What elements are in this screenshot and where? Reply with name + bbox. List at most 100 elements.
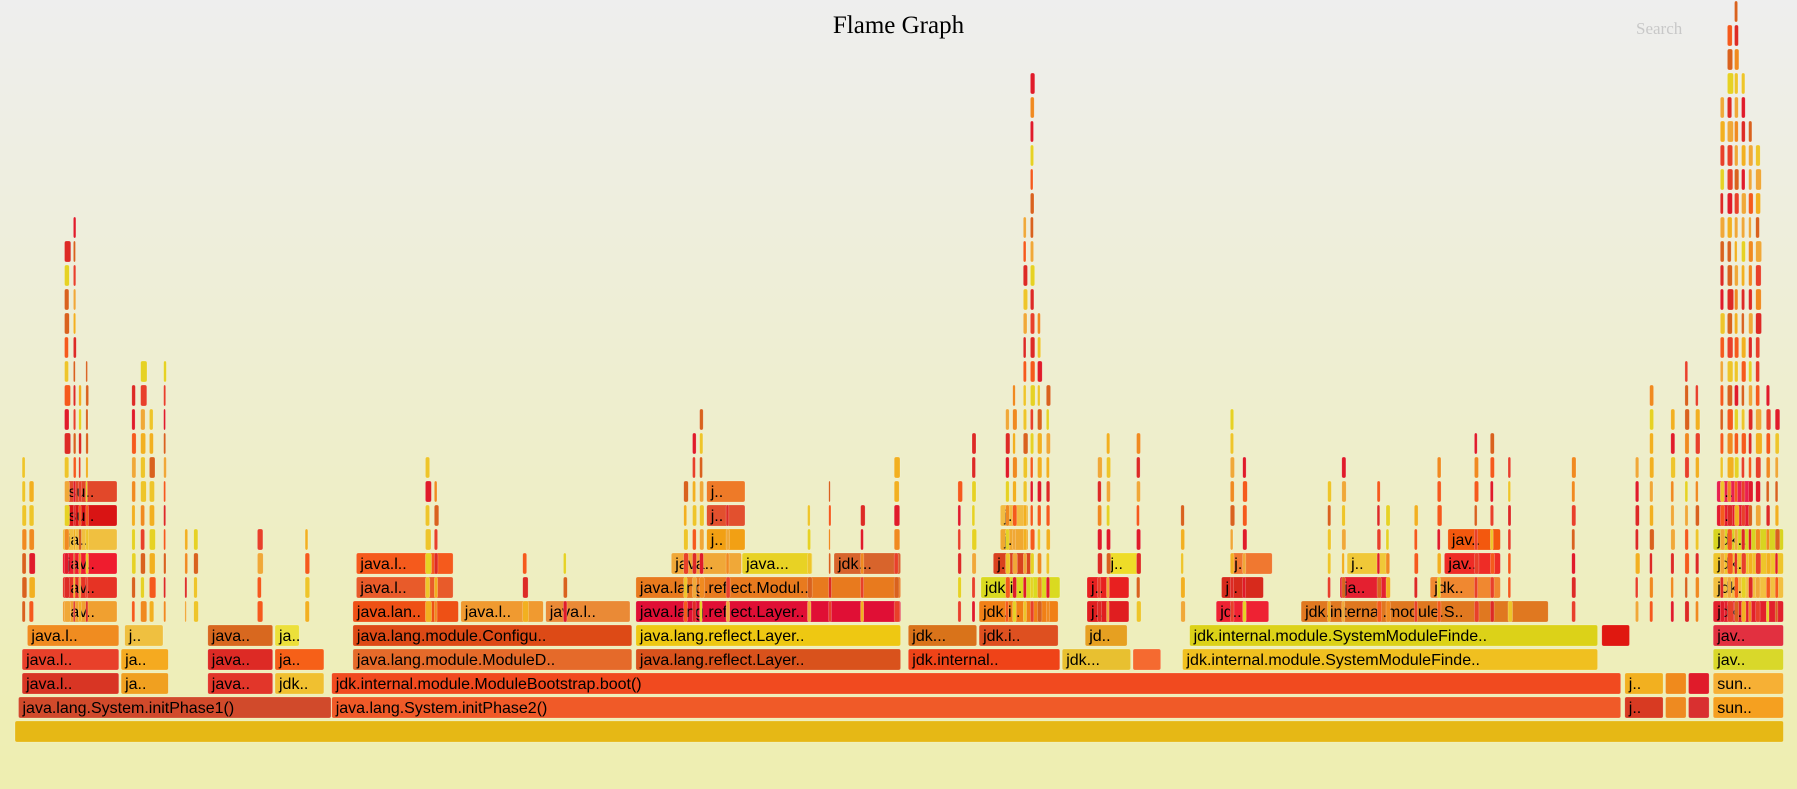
flame-frame-rect[interactable] <box>257 552 264 575</box>
flame-frame-minor[interactable] <box>1695 432 1701 455</box>
flame-frame-rect[interactable] <box>1695 384 1699 407</box>
flame-frame[interactable]: jdk... <box>907 624 977 647</box>
flame-frame-minor[interactable] <box>1136 552 1142 575</box>
flame-frame-rect[interactable] <box>304 552 310 575</box>
flame-frame-minor[interactable] <box>1774 504 1779 527</box>
flame-frame-rect[interactable] <box>1571 600 1576 623</box>
flame-frame-minor[interactable] <box>1734 384 1739 407</box>
flame-frame-minor[interactable] <box>1005 576 1011 599</box>
flame-frame-minor[interactable] <box>1022 432 1029 455</box>
flame-frame-rect[interactable] <box>131 480 136 503</box>
flame-frame-rect[interactable] <box>163 528 166 551</box>
flame-frame-minor[interactable] <box>1649 528 1655 551</box>
flame-frame-minor[interactable] <box>1106 432 1111 455</box>
flame-frame-minor[interactable] <box>85 504 89 527</box>
flame-frame-rect[interactable] <box>85 360 88 383</box>
flame-frame-rect[interactable] <box>274 672 325 695</box>
flame-frame-minor[interactable] <box>1037 456 1043 479</box>
flame-frame-rect[interactable] <box>433 576 438 599</box>
flame-frame-minor[interactable] <box>1022 600 1027 623</box>
flame-frame-rect[interactable] <box>563 552 567 575</box>
flame-frame-rect[interactable] <box>21 648 120 671</box>
flame-frame-rect[interactable] <box>163 480 166 503</box>
flame-frame-minor[interactable] <box>149 600 155 623</box>
flame-frame-rect[interactable] <box>27 624 120 647</box>
flame-frame-rect[interactable] <box>1437 480 1442 503</box>
flame-frame-rect[interactable] <box>1385 600 1391 623</box>
flame-frame-rect[interactable] <box>1635 456 1640 479</box>
flame-frame-minor[interactable] <box>699 432 704 455</box>
flame-frame-minor[interactable] <box>1734 480 1738 503</box>
flame-frame-minor[interactable] <box>1734 528 1739 551</box>
flame-frame-rect[interactable] <box>860 504 866 527</box>
flame-frame-rect[interactable] <box>78 576 82 599</box>
flame-frame-rect[interactable] <box>1341 576 1346 599</box>
flame-frame-minor[interactable] <box>725 600 730 623</box>
flame-frame-rect[interactable] <box>85 528 90 551</box>
flame-frame-rect[interactable] <box>1097 552 1103 575</box>
flame-frame-minor[interactable] <box>1741 384 1745 407</box>
flame-frame-rect[interactable] <box>1022 264 1028 287</box>
flame-frame-rect[interactable] <box>1665 672 1687 695</box>
flame-frame-rect[interactable] <box>1242 576 1246 599</box>
flame-frame-rect[interactable] <box>163 552 167 575</box>
flame-frame-minor[interactable] <box>1720 432 1724 455</box>
flame-frame-minor[interactable] <box>1037 384 1041 407</box>
flame-frame-rect[interactable] <box>957 552 962 575</box>
flame-frame-rect[interactable] <box>140 504 145 527</box>
flame-frame-rect[interactable] <box>1022 576 1027 599</box>
flame-frame-minor[interactable] <box>85 552 89 575</box>
flame-frame-rect[interactable] <box>163 384 167 407</box>
flame-frame-rect[interactable] <box>1741 600 1747 623</box>
flame-frame-minor[interactable] <box>64 240 72 263</box>
flame-frame-rect[interactable] <box>1741 120 1746 143</box>
flame-frame-minor[interactable] <box>140 408 146 431</box>
flame-frame-minor[interactable] <box>522 552 528 575</box>
flame-frame-rect[interactable] <box>1727 144 1733 167</box>
flame-frame-rect[interactable] <box>1230 600 1235 623</box>
flame-frame-minor[interactable] <box>1748 600 1752 623</box>
flame-frame-minor[interactable] <box>163 456 167 479</box>
flame-frame-rect[interactable] <box>1684 432 1690 455</box>
flame-frame-rect[interactable] <box>1741 360 1747 383</box>
flame-frame-rect[interactable] <box>1106 528 1111 551</box>
flame-frame-rect[interactable] <box>1688 696 1710 719</box>
flame-frame[interactable]: jav.. <box>1712 624 1784 647</box>
flame-frame-rect[interactable] <box>1649 576 1654 599</box>
flame-frame-rect[interactable] <box>1490 432 1495 455</box>
flame-frame-minor[interactable] <box>1046 504 1051 527</box>
flame-frame-minor[interactable] <box>1649 552 1653 575</box>
flame-frame-minor[interactable] <box>1022 552 1027 575</box>
flame-frame-minor[interactable] <box>860 504 866 527</box>
flame-frame[interactable]: java.l.. <box>356 576 454 599</box>
flame-frame-minor[interactable] <box>1766 504 1771 527</box>
flame-frame-minor[interactable] <box>21 480 26 503</box>
flame-frame-minor[interactable] <box>131 504 136 527</box>
flame-frame-minor[interactable] <box>64 336 69 359</box>
flame-frame[interactable]: j.. <box>706 480 746 503</box>
flame-frame-rect[interactable] <box>1727 576 1732 599</box>
flame-frame-minor[interactable] <box>1734 600 1739 623</box>
flame-frame-minor[interactable] <box>1720 576 1724 599</box>
flame-frame-minor[interactable] <box>1695 384 1699 407</box>
flame-frame-minor[interactable] <box>1097 600 1102 623</box>
flame-frame-minor[interactable] <box>522 600 529 623</box>
flame-frame-minor[interactable] <box>1046 480 1051 503</box>
flame-frame-rect[interactable] <box>1346 552 1390 575</box>
flame-frame-minor[interactable] <box>304 528 309 551</box>
flame-frame-minor[interactable] <box>1097 576 1102 599</box>
flame-frame-minor[interactable] <box>971 600 976 623</box>
flame-frame-rect[interactable] <box>78 456 81 479</box>
flame-frame-rect[interactable] <box>1720 216 1725 239</box>
flame-frame-minor[interactable] <box>1649 600 1654 623</box>
flame-frame-rect[interactable] <box>1106 576 1110 599</box>
flame-frame-rect[interactable] <box>1507 480 1511 503</box>
flame-frame-rect[interactable] <box>670 552 742 575</box>
flame-frame-minor[interactable] <box>1720 216 1725 239</box>
flame-frame-minor[interactable] <box>425 480 432 503</box>
flame-frame-minor[interactable] <box>1766 384 1770 407</box>
flame-frame-rect[interactable] <box>140 360 148 383</box>
flame-frame-minor[interactable] <box>85 360 88 383</box>
flame-frame-minor[interactable] <box>893 480 900 503</box>
flame-frame-rect[interactable] <box>1734 576 1739 599</box>
